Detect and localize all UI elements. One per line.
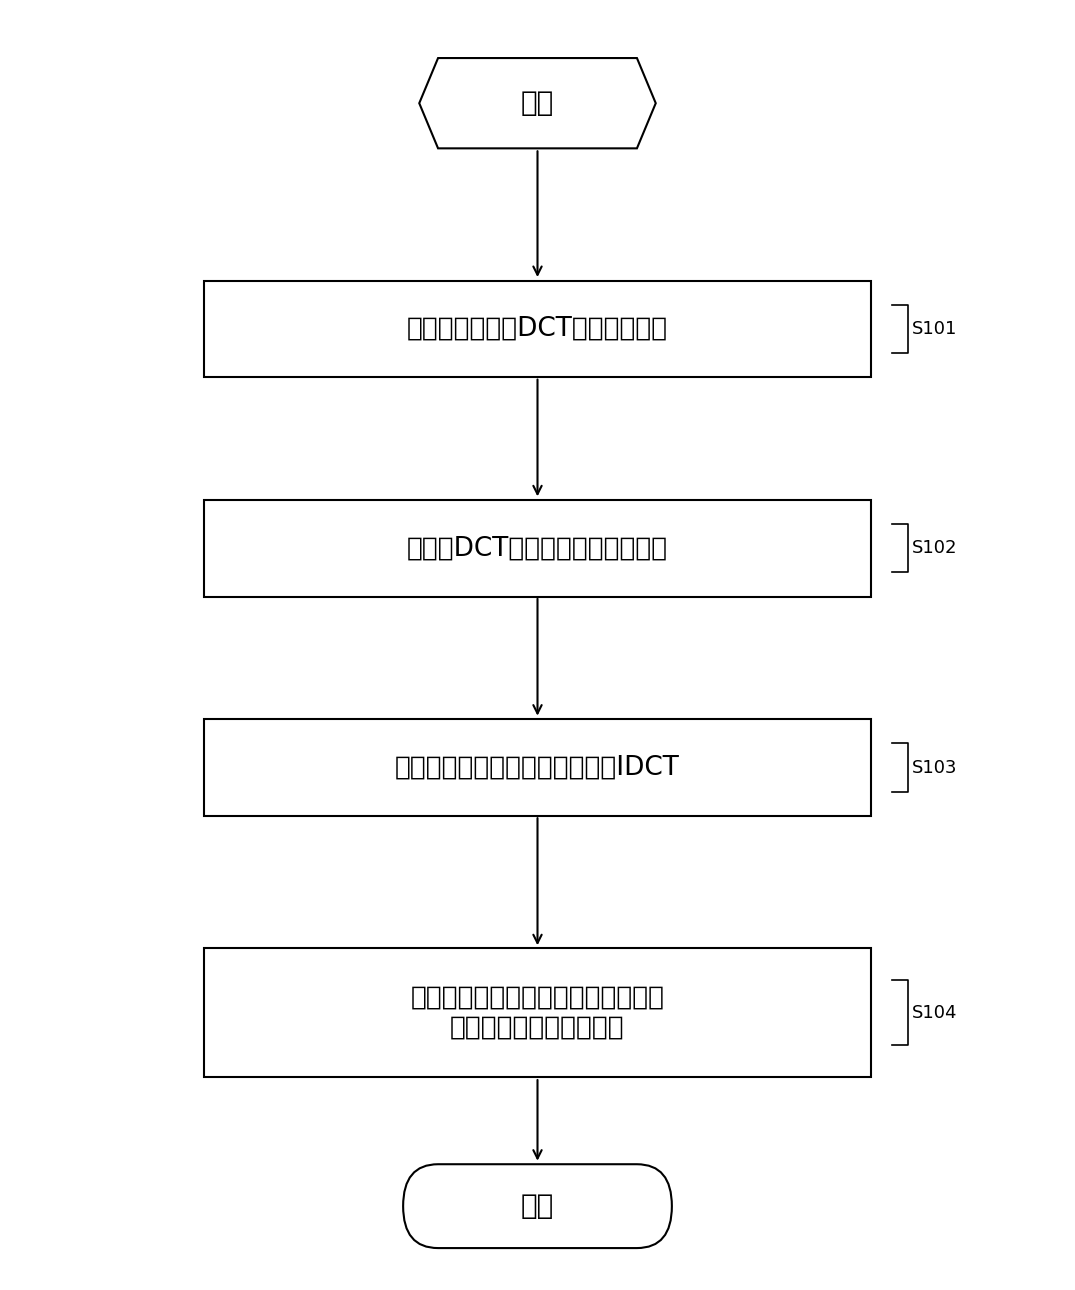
FancyBboxPatch shape bbox=[204, 948, 871, 1077]
FancyBboxPatch shape bbox=[403, 1164, 672, 1249]
Text: 开始: 开始 bbox=[521, 89, 554, 117]
FancyBboxPatch shape bbox=[204, 281, 871, 377]
FancyBboxPatch shape bbox=[204, 720, 871, 815]
FancyBboxPatch shape bbox=[204, 501, 871, 596]
Text: 获取导频符号在DCT域的信道参数: 获取导频符号在DCT域的信道参数 bbox=[407, 316, 668, 342]
Polygon shape bbox=[419, 58, 656, 148]
Text: 根据所述导频符号处的信道参数，获
取数据符号处的信道参数: 根据所述导频符号处的信道参数，获 取数据符号处的信道参数 bbox=[411, 984, 664, 1041]
Text: 结束: 结束 bbox=[521, 1192, 554, 1220]
Text: S104: S104 bbox=[912, 1004, 957, 1022]
Text: S102: S102 bbox=[912, 539, 957, 557]
Text: 对所述DCT域的信道参数进行滤波: 对所述DCT域的信道参数进行滤波 bbox=[407, 535, 668, 561]
Text: S101: S101 bbox=[912, 320, 957, 338]
Text: 对所述滤波后的信道频参数进行IDCT: 对所述滤波后的信道频参数进行IDCT bbox=[396, 755, 680, 780]
Text: S103: S103 bbox=[912, 759, 957, 777]
